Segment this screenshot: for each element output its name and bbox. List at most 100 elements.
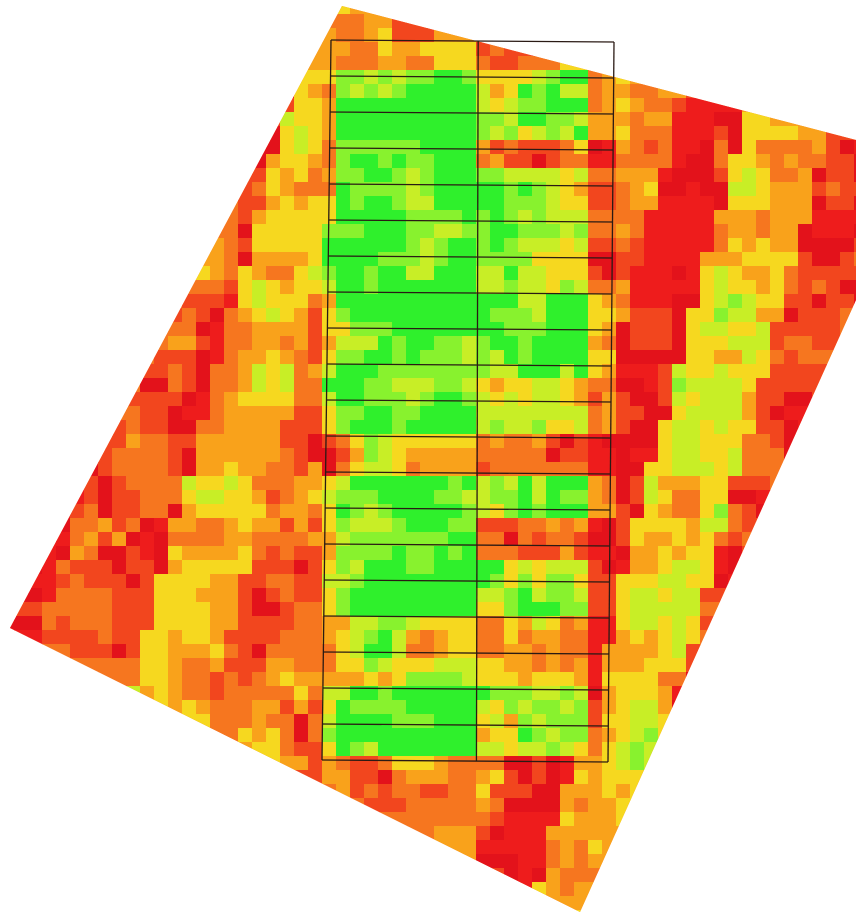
heatmap-cell (672, 840, 687, 855)
heatmap-cell (518, 84, 533, 99)
heatmap-cell (546, 756, 561, 771)
heatmap-cell (588, 658, 603, 673)
heatmap-cell (98, 812, 113, 827)
heatmap-cell (560, 378, 575, 393)
heatmap-cell (42, 560, 57, 575)
heatmap-cell (0, 504, 15, 519)
heatmap-cell (546, 588, 561, 603)
heatmap-cell (210, 658, 225, 673)
heatmap-cell (504, 98, 519, 113)
heatmap-cell (434, 112, 449, 127)
heatmap-cell (560, 98, 575, 113)
heatmap-cell (196, 602, 211, 617)
heatmap-cell (784, 224, 799, 239)
heatmap-cell (126, 420, 141, 435)
heatmap-cell (364, 14, 379, 29)
heatmap-cell (448, 84, 463, 99)
heatmap-cell (252, 798, 267, 813)
heatmap-cell (28, 588, 43, 603)
heatmap-cell (252, 462, 267, 477)
heatmap-cell (812, 686, 827, 701)
heatmap-cell (686, 826, 701, 841)
heatmap-cell (798, 546, 813, 561)
heatmap-cell (378, 322, 393, 337)
heatmap-cell (98, 84, 113, 99)
heatmap-cell (154, 490, 169, 505)
heatmap-cell (714, 182, 729, 197)
heatmap-cell (196, 448, 211, 463)
heatmap-cell (98, 70, 113, 85)
heatmap-cell (350, 210, 365, 225)
heatmap-cell (448, 42, 463, 57)
heatmap-cell (252, 308, 267, 323)
heatmap-cell (770, 490, 785, 505)
heatmap-cell (182, 756, 197, 771)
heatmap-cell (686, 280, 701, 295)
heatmap-cell (644, 112, 659, 127)
heatmap-cell (252, 742, 267, 757)
heatmap-cell (322, 518, 337, 533)
heatmap-cell (784, 420, 799, 435)
heatmap-cell (448, 798, 463, 813)
heatmap-cell (364, 602, 379, 617)
heatmap-cell (434, 658, 449, 673)
heatmap-cell (728, 266, 743, 281)
heatmap-cell (154, 406, 169, 421)
heatmap-cell (602, 84, 617, 99)
heatmap-cell (784, 84, 799, 99)
heatmap-cell (378, 238, 393, 253)
heatmap-cell (196, 266, 211, 281)
heatmap-cell (742, 406, 757, 421)
heatmap-cell (350, 574, 365, 589)
heatmap-cell (350, 700, 365, 715)
heatmap-cell (252, 518, 267, 533)
heatmap-cell (42, 280, 57, 295)
heatmap-cell (770, 140, 785, 155)
heatmap-cell (280, 196, 295, 211)
heatmap-cell (546, 784, 561, 799)
heatmap-cell (798, 238, 813, 253)
heatmap-cell (84, 784, 99, 799)
heatmap-cell (56, 910, 71, 914)
heatmap-cell (742, 238, 757, 253)
heatmap-cell (798, 854, 813, 869)
heatmap-cell (378, 14, 393, 29)
heatmap-cell (714, 140, 729, 155)
heatmap-cell (742, 336, 757, 351)
heatmap-cell (14, 476, 29, 491)
heatmap-cell (672, 686, 687, 701)
heatmap-cell (490, 896, 505, 911)
heatmap-cell (294, 280, 309, 295)
heatmap-cell (84, 812, 99, 827)
heatmap-cell (266, 504, 281, 519)
heatmap-cell (532, 686, 547, 701)
heatmap-cell (686, 56, 701, 71)
heatmap-cell (84, 98, 99, 113)
heatmap-cell (532, 462, 547, 477)
heatmap-cell (826, 14, 841, 29)
heatmap-cell (434, 770, 449, 785)
heatmap-cell (0, 434, 15, 449)
heatmap-cell (168, 476, 183, 491)
heatmap-cell (490, 168, 505, 183)
heatmap-cell (84, 756, 99, 771)
heatmap-cell (28, 224, 43, 239)
heatmap-cell (784, 308, 799, 323)
heatmap-cell (742, 756, 757, 771)
heatmap-cell (714, 126, 729, 141)
heatmap-cell (560, 14, 575, 29)
heatmap-cell (42, 126, 57, 141)
heatmap-cell (742, 280, 757, 295)
heatmap-cell (406, 868, 421, 883)
heatmap-cell (238, 910, 253, 914)
heatmap-cell (630, 630, 645, 645)
heatmap-cell (686, 210, 701, 225)
heatmap-cell (462, 826, 477, 841)
heatmap-cell (784, 700, 799, 715)
heatmap-cell (84, 658, 99, 673)
heatmap-cell (182, 168, 197, 183)
heatmap-cell (742, 784, 757, 799)
heatmap-cell (70, 392, 85, 407)
heatmap-cell (70, 574, 85, 589)
heatmap-cell (588, 630, 603, 645)
